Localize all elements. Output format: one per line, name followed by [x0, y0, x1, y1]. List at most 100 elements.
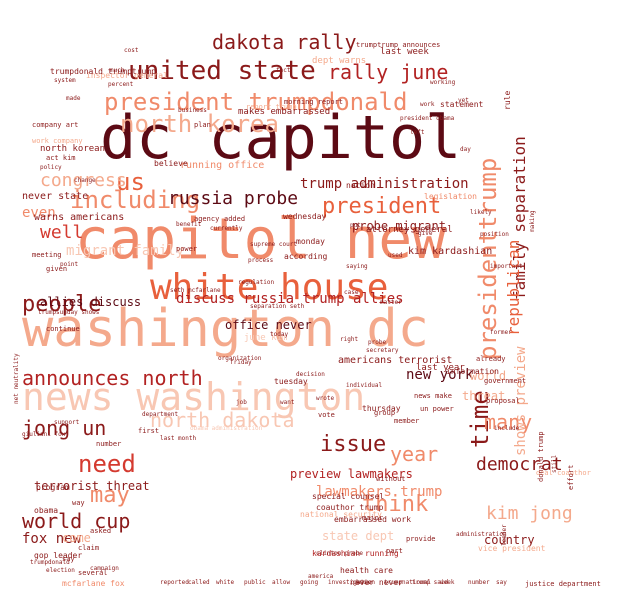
cloud-word: first [138, 427, 160, 435]
cloud-word: need [78, 450, 136, 478]
cloud-word: department [142, 411, 179, 418]
cloud-word: net neutrality [13, 353, 20, 404]
cloud-word: say [62, 555, 75, 563]
cloud-word: inspector general [86, 71, 168, 80]
cloud-word: discuss russia trump allies [176, 291, 404, 307]
cloud-word: saying [346, 263, 368, 270]
cloud-word: reported [160, 579, 189, 586]
cloud-word: even [22, 205, 56, 221]
cloud-word: last week [380, 47, 429, 57]
cloud-word: claim [78, 544, 100, 552]
cloud-word: meeting [32, 251, 62, 259]
cloud-word: congress [40, 170, 127, 191]
cloud-word: percent [108, 81, 134, 88]
cloud-word: individual [346, 382, 383, 389]
cloud-word: vote [318, 411, 335, 419]
cloud-word: president [322, 194, 442, 219]
cloud-word: state dept [322, 529, 395, 543]
cloud-word: trump said [412, 579, 449, 586]
cloud-word: tuesday [274, 377, 308, 386]
cloud-word: president obama [400, 115, 455, 122]
cloud-word: used [388, 252, 403, 259]
cloud-word: year [390, 442, 439, 466]
cloud-word: program [36, 483, 70, 492]
cloud-word: news washington [22, 375, 366, 419]
cloud-word: benefit [176, 221, 202, 228]
cloud-word: trumpsunday shows [38, 309, 100, 316]
cloud-word: trumptrump announces [356, 41, 441, 49]
cloud-word: embarrassed work [334, 515, 412, 524]
cloud-word: coauthor trump [316, 503, 384, 512]
cloud-word: believe [154, 159, 188, 168]
cloud-word: continue [46, 325, 80, 333]
cloud-word: jong un [22, 416, 107, 440]
cloud-word: change [74, 177, 96, 184]
cloud-word: still [551, 454, 558, 473]
cloud-word: making [529, 210, 536, 232]
cloud-word: statement [440, 100, 484, 109]
cloud-word: likely [470, 209, 492, 216]
cloud-word: may [90, 483, 130, 508]
cloud-word: dakota rally [212, 30, 357, 54]
cloud-word: given [46, 265, 68, 273]
cloud-word: work company [32, 137, 83, 145]
cloud-word: russia probe [168, 188, 299, 209]
cloud-word: vice president [478, 544, 546, 553]
cloud-word: america [308, 573, 334, 580]
cloud-word: allies discuss [40, 295, 142, 309]
cloud-word: americans terrorist [338, 355, 453, 366]
cloud-word: rally june [328, 60, 449, 84]
cloud-word: major [362, 514, 384, 522]
cloud-word: report trump [246, 103, 297, 111]
cloud-word: news make [414, 392, 452, 400]
cloud-word: job [236, 399, 247, 406]
cloud-word: power [176, 245, 198, 253]
cloud-word: preview lawmakers [290, 467, 413, 481]
cloud-word: north korea [120, 110, 279, 138]
cloud-word: never never [350, 578, 403, 587]
cloud-word: working [430, 79, 456, 86]
cloud-word: warns americans [34, 212, 125, 223]
cloud-word: without [376, 475, 406, 483]
cloud-word: probe [368, 339, 387, 346]
cloud-word: dept warns [312, 56, 367, 66]
cloud-word: system [54, 77, 76, 84]
cloud-word: kim jong [486, 503, 573, 524]
cloud-word: justice department [525, 580, 601, 588]
cloud-word: number [96, 440, 122, 448]
cloud-word: work [420, 101, 435, 108]
cloud-word: lawmakers trump [316, 484, 443, 500]
cloud-word: case [344, 289, 359, 296]
cloud-word: include [494, 425, 520, 432]
cloud-word: wednesday [283, 212, 327, 221]
cloud-word: campaign [90, 565, 119, 572]
cloud-word: asked [90, 527, 112, 535]
cloud-word: monday [296, 237, 325, 246]
cloud-word: called [188, 579, 210, 586]
cloud-word: world [470, 369, 507, 383]
cloud-word: much [110, 67, 125, 74]
cloud-word: already [476, 355, 506, 363]
cloud-word: june kim [244, 333, 288, 343]
cloud-word: investigation [328, 579, 375, 586]
cloud-word: effort [567, 464, 575, 490]
cloud-word: matter [380, 299, 402, 306]
cloud-word: health care [340, 566, 393, 575]
cloud-word: obama [34, 506, 59, 515]
cloud-word: currently [210, 225, 243, 232]
cloud-word: democrat [476, 454, 563, 475]
cloud-word: people [22, 292, 102, 317]
cloud-word: us [116, 168, 145, 196]
cloud-word: seth mcfarlane [170, 287, 221, 294]
cloud-word: white [216, 579, 235, 586]
cloud-word: yet [458, 97, 469, 104]
cloud-word: wrote [316, 395, 335, 402]
cloud-word: provide [406, 535, 436, 543]
cloud-word: going [300, 579, 319, 586]
cloud-word: national security [300, 510, 382, 519]
cloud-word: president trumpdonald [104, 88, 408, 116]
cloud-word: government [484, 377, 527, 385]
cloud-word: leader [501, 524, 508, 546]
cloud-word: office never [225, 318, 312, 332]
